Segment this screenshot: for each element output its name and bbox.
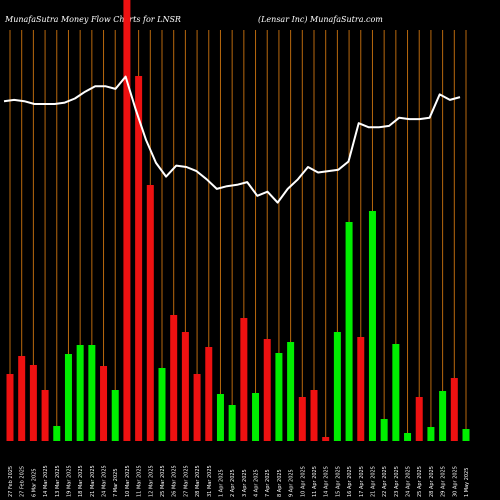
x-tick-label: 27 Mar 2025: [183, 465, 189, 497]
money-flow-bar: [205, 347, 213, 441]
x-tick-label: 3 Apr 2025: [242, 469, 248, 497]
x-tick-label: 13 Mar 2025: [55, 465, 61, 497]
money-flow-bar: [427, 427, 435, 441]
x-tick-label: 1 May 2025: [464, 468, 470, 497]
money-flow-bar: [392, 344, 400, 441]
x-tick-label: 27 Feb 2025: [8, 466, 14, 497]
x-tick-label: 21 Mar 2025: [90, 465, 96, 497]
x-tick-label: 1 Apr 2025: [219, 469, 225, 497]
x-tick-label: 24 Mar 2025: [102, 465, 108, 497]
x-tick-label: 14 Apr 2025: [324, 466, 330, 497]
x-tick-label: 10 Mar 2025: [125, 465, 131, 497]
money-flow-bar: [263, 339, 271, 441]
x-tick-label: 16 Apr 2025: [347, 466, 353, 497]
x-tick-label: 12 Mar 2025: [148, 465, 154, 497]
money-flow-bar: [29, 365, 37, 441]
x-tick-label: 28 Mar 2025: [195, 465, 201, 497]
money-flow-bar: [158, 368, 166, 441]
x-tick-label: 19 Mar 2025: [67, 465, 73, 497]
money-flow-bar: [298, 397, 306, 441]
x-tick-label: 30 Apr 2025: [452, 466, 458, 497]
x-tick-label: 24 Apr 2025: [406, 466, 412, 497]
money-flow-bar: [287, 342, 295, 441]
x-tick-label: 25 Apr 2025: [417, 466, 423, 497]
money-flow-bar: [228, 405, 236, 441]
x-tick-label: 29 Apr 2025: [441, 466, 447, 497]
money-flow-bar: [135, 76, 143, 441]
x-tick-label: 22 Apr 2025: [382, 466, 388, 497]
money-flow-bar: [18, 356, 26, 441]
money-flow-bar: [450, 378, 458, 441]
money-flow-bar: [333, 332, 341, 441]
money-flow-bar: [41, 390, 49, 441]
x-tick-label: 18 Mar 2025: [78, 465, 84, 497]
x-tick-label: 8 Apr 2025: [277, 469, 283, 497]
money-flow-bar: [240, 318, 248, 441]
money-flow-bars: [6, 0, 470, 441]
x-tick-label: 11 Apr 2025: [312, 466, 318, 497]
money-flow-bar: [53, 426, 61, 441]
money-flow-bar: [439, 391, 447, 441]
money-flow-bar: [380, 419, 388, 441]
x-tick-label: 27 Feb 2025: [20, 466, 26, 497]
chart-title-right: (Lensar Inc) MunafaSutra.com: [258, 15, 383, 24]
chart-title-left: MunafaSutra Money Flow Charts for LNSR: [5, 15, 181, 24]
x-tick-label: 31 Mar 2025: [207, 465, 213, 497]
price-line-layer: [3, 75, 461, 204]
x-tick-label: 2 Apr 2025: [230, 469, 236, 497]
money-flow-bar: [310, 390, 318, 441]
x-tick-label: 21 Apr 2025: [371, 466, 377, 497]
x-tick-label: 10 Apr 2025: [300, 466, 306, 497]
money-flow-bar: [345, 222, 353, 441]
money-flow-bar: [111, 390, 119, 441]
money-flow-bar: [462, 429, 470, 441]
money-flow-bar: [64, 354, 72, 441]
money-flow-bar: [404, 433, 412, 441]
money-flow-bar: [193, 374, 201, 441]
money-flow-bar: [88, 345, 96, 441]
x-tick-label: 25 Mar 2025: [160, 465, 166, 497]
money-flow-bar: [368, 211, 376, 441]
x-tick-label: 11 Mar 2025: [137, 465, 143, 497]
money-flow-bar: [275, 353, 283, 441]
money-flow-bar: [357, 337, 365, 441]
money-flow-bar: [170, 315, 178, 441]
x-tick-label: 6 Mar 2025: [31, 468, 37, 497]
money-flow-bar: [76, 345, 84, 441]
money-flow-bar: [123, 0, 131, 441]
money-flow-bar: [322, 437, 330, 441]
x-tick-label: 17 Apr 2025: [359, 466, 365, 497]
money-flow-bar: [100, 366, 108, 441]
x-tick-label: 7 Mar 2025: [113, 468, 119, 497]
money-flow-bar: [146, 185, 154, 441]
money-flow-bar: [181, 332, 189, 441]
money-flow-bar: [6, 374, 14, 441]
x-tick-label: 7 Apr 2025: [265, 469, 271, 497]
money-flow-bar: [216, 394, 224, 441]
x-tick-label: 4 Apr 2025: [254, 469, 260, 497]
price-line: [3, 75, 461, 204]
x-tick-label: 14 Mar 2025: [43, 465, 49, 497]
x-tick-label: 15 Apr 2025: [335, 466, 341, 497]
x-tick-label: 23 Apr 2025: [394, 466, 400, 497]
money-flow-bar: [415, 397, 423, 441]
x-tick-label: 28 Apr 2025: [429, 466, 435, 497]
money-flow-bar: [252, 393, 260, 441]
x-tick-labels: 27 Feb 2025 27 Feb 2025 6 Mar 2025 14 Mar 2…: [8, 465, 470, 497]
x-tick-label: 26 Mar 2025: [172, 465, 178, 497]
x-tick-label: 9 Apr 2025: [289, 469, 295, 497]
